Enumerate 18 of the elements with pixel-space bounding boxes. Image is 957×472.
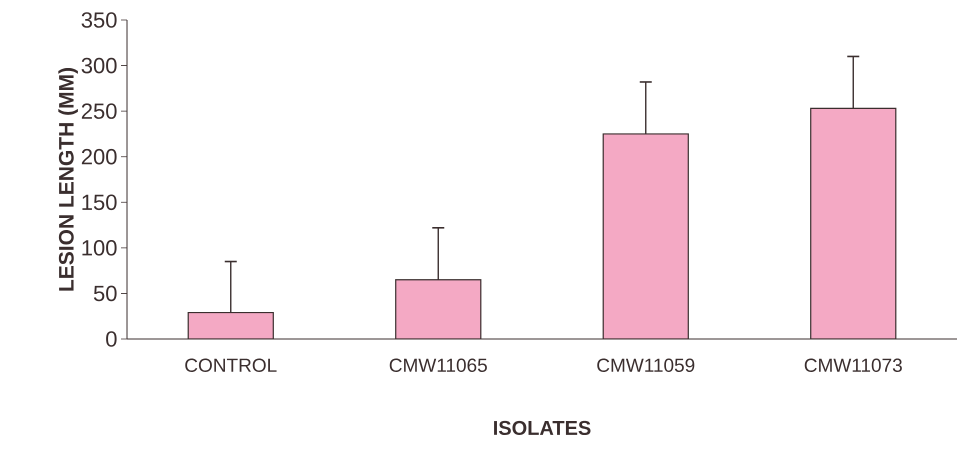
- x-tick-label: CONTROL: [185, 358, 277, 372]
- y-tick-label: 150: [82, 194, 117, 210]
- bar: [810, 108, 896, 339]
- y-tick-label: 100: [82, 240, 117, 256]
- bar: [602, 133, 689, 339]
- y-tick-label: 350: [82, 12, 117, 28]
- y-axis-title: LESION LENGTH (MM): [58, 68, 78, 291]
- y-tick-label: 300: [82, 58, 117, 74]
- y-tick-label: 200: [82, 148, 117, 165]
- x-axis-title: ISOLATES: [494, 420, 591, 436]
- x-tick-label: CMW11065: [390, 358, 487, 372]
- y-tick-label: 0: [106, 331, 117, 347]
- y-tick-label: 50: [94, 286, 117, 302]
- x-tick-label: CMW11073: [804, 358, 902, 372]
- bar: [395, 279, 482, 339]
- x-tick-label: CMW11059: [597, 358, 694, 372]
- y-tick-label: 250: [82, 103, 117, 119]
- bar: [188, 312, 274, 339]
